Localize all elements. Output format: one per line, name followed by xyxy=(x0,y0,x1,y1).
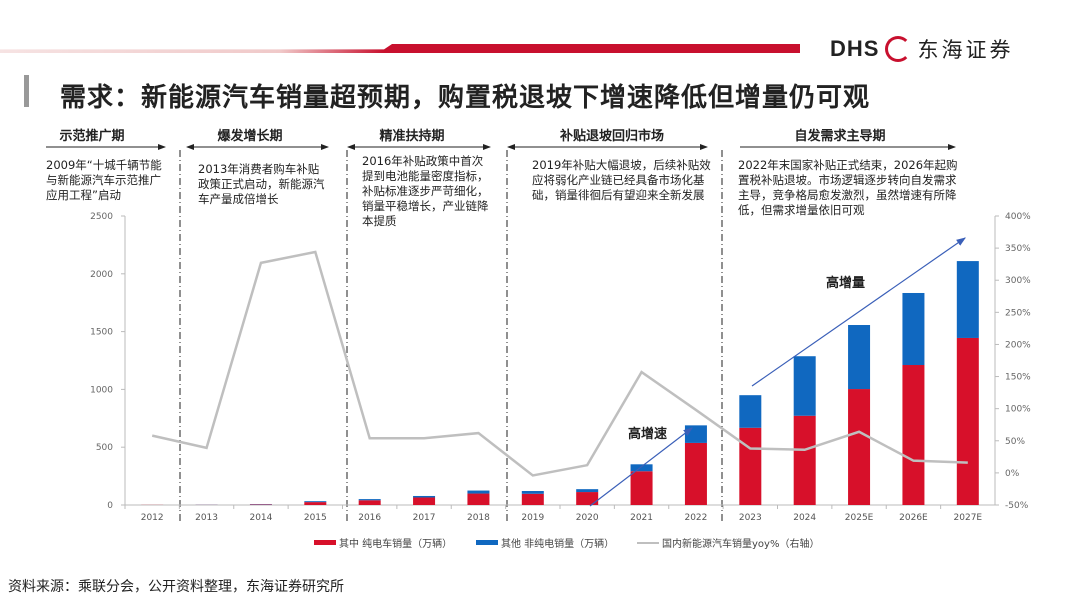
bar-segment xyxy=(684,425,707,443)
y2-tick-label: 350% xyxy=(1005,244,1031,254)
legend-item-bev: 其中 纯电车销量（万辆） xyxy=(314,535,452,550)
bar-segment xyxy=(902,365,925,505)
bar-segment xyxy=(630,464,653,472)
bar-segment xyxy=(848,389,871,505)
y-tick-label: 1500 xyxy=(90,328,113,338)
phase-desc: 2016年补贴政策中首次提到电池能量密度指标，补贴标准逐步严苛细化，销量平稳增长… xyxy=(362,154,489,228)
dragon-logo-icon xyxy=(885,36,912,62)
annotation-high-growth-rate: 高增速 xyxy=(628,426,667,442)
bar-segment xyxy=(521,493,544,505)
bar-segment xyxy=(739,427,762,505)
x-tick-label: 2027E xyxy=(954,513,983,523)
legend-swatch xyxy=(637,541,659,544)
x-tick-label: 2024 xyxy=(793,513,816,523)
legend-label: 国内新能源汽车销量yoy%（右轴） xyxy=(662,539,820,550)
y2-tick-label: 0% xyxy=(1005,469,1020,479)
y-tick-label: 2500 xyxy=(90,212,113,222)
y2-tick-label: -50% xyxy=(1005,501,1029,511)
phase-title: 补贴退坡回归市场 xyxy=(559,129,665,144)
phase-title: 示范推广期 xyxy=(59,129,125,144)
x-tick-label: 2018 xyxy=(467,513,490,523)
bar-segment xyxy=(467,490,490,494)
bar-segment xyxy=(630,471,653,505)
company-logo: DHS 东海证券 xyxy=(830,34,1013,64)
source-note: 资料来源：乘联分会，公开资料整理，东海证券研究所 xyxy=(8,579,344,595)
y2-tick-label: 100% xyxy=(1005,405,1031,415)
x-tick-label: 2013 xyxy=(195,513,218,523)
y2-tick-label: 400% xyxy=(1005,212,1031,222)
growth-rate-arrow xyxy=(589,427,693,507)
x-tick-label: 2015 xyxy=(304,513,327,523)
title-marker xyxy=(24,75,29,107)
x-tick-label: 2026E xyxy=(899,513,928,523)
x-tick-label: 2016 xyxy=(358,513,381,523)
logo-text-en: DHS xyxy=(830,36,880,61)
legend-label: 其他 非纯电销量（万辆） xyxy=(501,539,615,550)
annotation-high-increment: 高增量 xyxy=(826,275,865,291)
y2-tick-label: 150% xyxy=(1005,373,1031,383)
bar-segment xyxy=(413,497,436,505)
page-title: 需求：新能源汽车销量超预期，购置税退坡下增速降低但增量仍可观 xyxy=(60,83,871,113)
phase-desc: 2013年消费者购车补贴政策正式启动，新能源汽车产量成倍增长 xyxy=(198,162,325,206)
growth-volume-arrow xyxy=(751,237,966,387)
x-tick-label: 2025E xyxy=(845,513,874,523)
bar-segment xyxy=(739,395,762,428)
x-tick-label: 2017 xyxy=(413,513,436,523)
bar-segment xyxy=(793,356,816,416)
bar-segment xyxy=(521,491,544,494)
y2-tick-label: 300% xyxy=(1005,276,1031,286)
bar-segment xyxy=(304,502,327,505)
legend-label: 其中 纯电车销量（万辆） xyxy=(339,539,453,550)
logo-text-cn: 东海证券 xyxy=(917,38,1014,62)
legend-item-yoy: 国内新能源汽车销量yoy%（右轴） xyxy=(637,535,819,550)
legend-item-other: 其他 非纯电销量（万辆） xyxy=(476,535,614,550)
phase-desc: 2019年补贴大幅退坡，后续补贴效应将弱化产业链已经具备市场化基础，销量徘徊后有… xyxy=(532,158,711,202)
bar-segment xyxy=(467,493,490,505)
bar-segment xyxy=(956,261,979,338)
x-tick-label: 2014 xyxy=(249,513,272,523)
phase-title: 精准扶持期 xyxy=(379,129,445,144)
phase-title: 爆发增长期 xyxy=(217,129,283,144)
bar-segment xyxy=(358,499,381,501)
bar-segment xyxy=(413,495,436,498)
phase-desc: 2009年“十城千辆节能与新能源汽车示范推广应用工程”启动 xyxy=(46,158,162,202)
header-accent-bar xyxy=(0,44,800,53)
x-tick-label: 2022 xyxy=(684,513,707,523)
bar-segment xyxy=(304,501,327,503)
bar-segment xyxy=(848,325,871,390)
y2-tick-label: 250% xyxy=(1005,308,1031,318)
bar-segment xyxy=(902,292,925,366)
bar-segment xyxy=(684,442,707,505)
y-tick-label: 0 xyxy=(107,501,113,511)
bar-segment xyxy=(793,415,816,505)
bar-segment xyxy=(576,492,599,505)
x-tick-label: 2012 xyxy=(141,513,164,523)
phase-title: 自发需求主导期 xyxy=(794,129,886,144)
bar-segment xyxy=(358,500,381,505)
x-tick-label: 2023 xyxy=(739,513,762,523)
x-tick-label: 2021 xyxy=(630,513,653,523)
yoy-line xyxy=(151,250,968,477)
bar-segment xyxy=(576,489,599,493)
y-tick-label: 2000 xyxy=(90,270,113,280)
bar-segment xyxy=(956,337,979,505)
y-tick-label: 1000 xyxy=(90,385,113,395)
x-tick-label: 2019 xyxy=(521,513,544,523)
phase-desc: 2022年末国家补贴正式结束，2026年起购置税补贴退坡。市场逻辑逐步转向自发需… xyxy=(738,158,958,217)
x-tick-label: 2020 xyxy=(576,513,599,523)
y-tick-label: 500 xyxy=(96,443,113,453)
y2-tick-label: 200% xyxy=(1005,340,1031,350)
legend-swatch xyxy=(476,540,498,545)
y2-tick-label: 50% xyxy=(1005,437,1025,447)
legend-swatch xyxy=(314,540,336,545)
